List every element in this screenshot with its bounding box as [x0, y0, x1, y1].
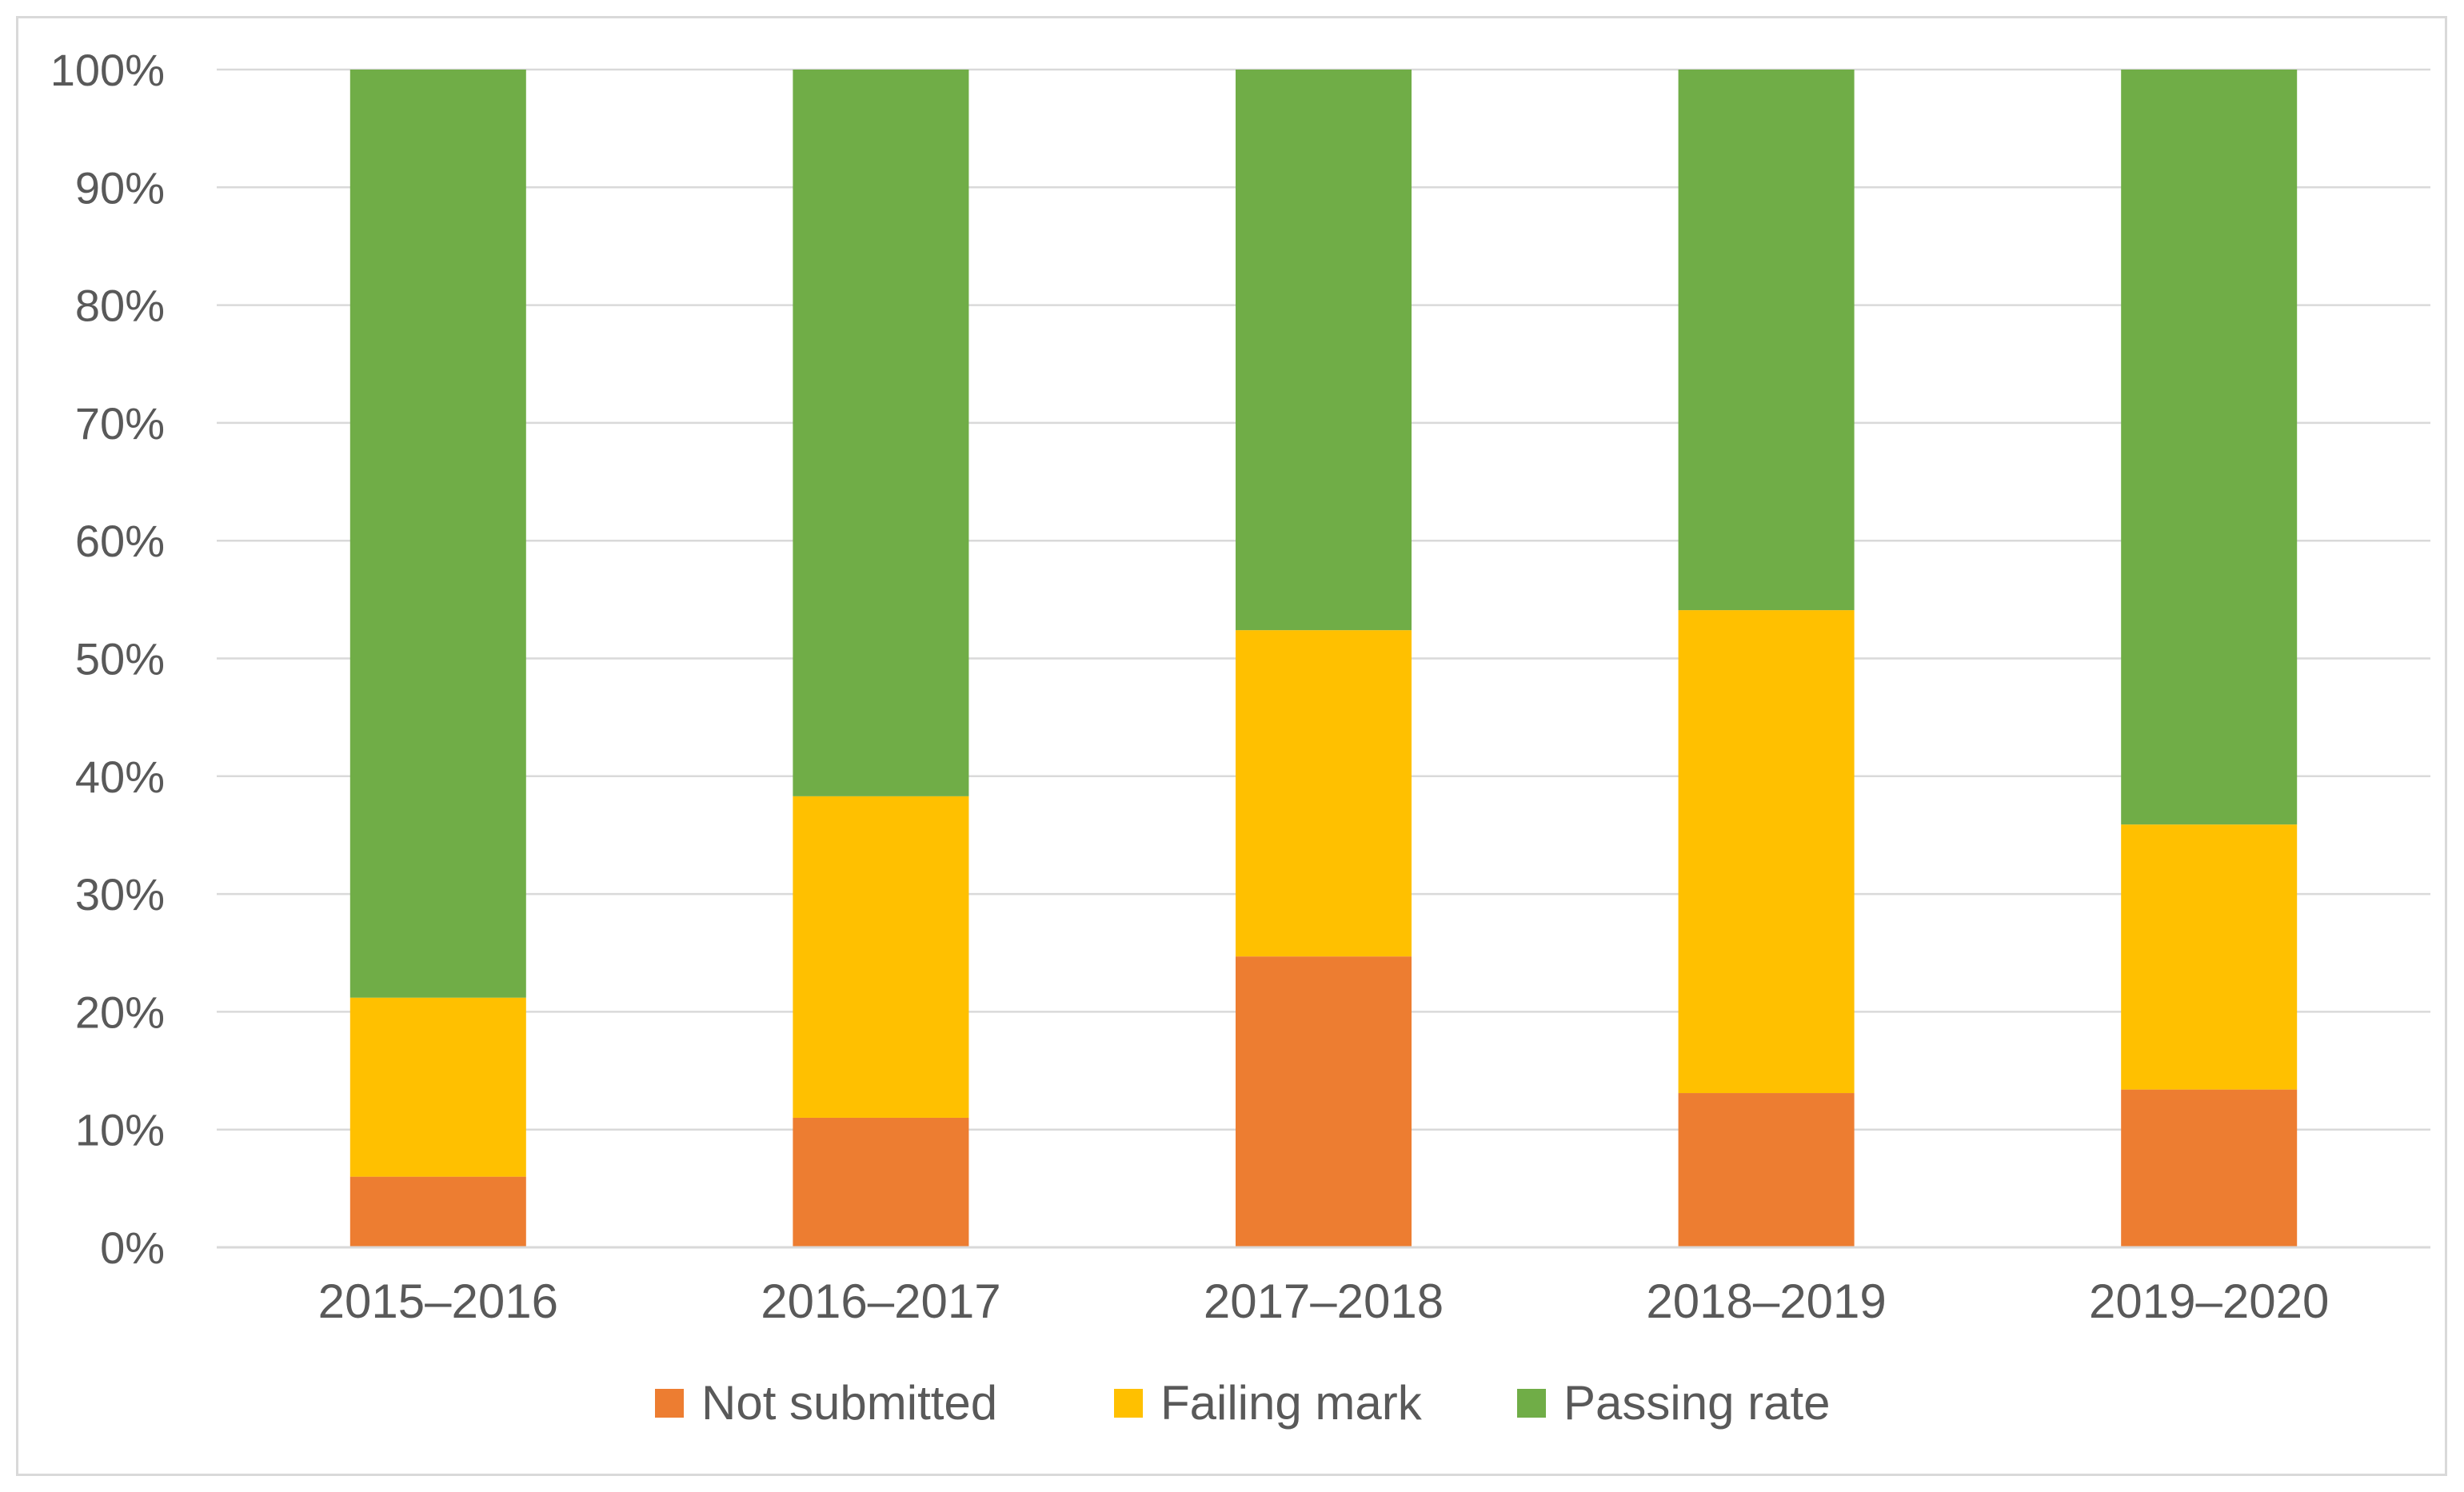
stacked-bar-chart: 0% 10% 20% 30% 40% 50% 60% 70% 80% 90% 100% 2015–2…: [50, 45, 2430, 1430]
x-tick-label: 2017–2018: [1204, 1275, 1444, 1328]
bar-segment-failing-mark: [1678, 610, 1855, 1094]
y-tick-label: 70%: [75, 398, 165, 449]
bar-segment-not-submitted: [1236, 956, 1412, 1247]
y-axis-ticks: 0% 10% 20% 30% 40% 50% 60% 70% 80% 90% 100%: [50, 45, 165, 1273]
y-tick-label: 0%: [100, 1223, 165, 1273]
bar-segment-failing-mark: [793, 796, 969, 1118]
y-tick-label: 60%: [75, 516, 165, 566]
y-tick-label: 90%: [75, 162, 165, 213]
bar-segment-passing-rate: [1678, 70, 1855, 611]
y-tick-label: 50%: [75, 634, 165, 684]
y-tick-label: 20%: [75, 987, 165, 1037]
legend-label: Passing rate: [1563, 1376, 1831, 1430]
y-tick-label: 30%: [75, 869, 165, 920]
y-tick-label: 100%: [50, 45, 165, 95]
bar-segment-failing-mark: [2121, 824, 2298, 1090]
legend-label: Failing mark: [1160, 1376, 1423, 1430]
x-tick-label: 2015–2016: [318, 1275, 558, 1328]
x-tick-label: 2019–2020: [2089, 1275, 2329, 1328]
x-tick-label: 2016–2017: [761, 1275, 1000, 1328]
legend: Not submitted Failing mark Passing rate: [655, 1376, 1831, 1430]
bar-segment-failing-mark: [349, 997, 526, 1177]
bars: [349, 70, 2298, 1247]
legend-swatch-not-submitted: [655, 1389, 684, 1418]
bar-segment-passing-rate: [2121, 70, 2298, 825]
bar-segment-failing-mark: [1236, 630, 1412, 957]
legend-label: Not submitted: [701, 1376, 997, 1430]
x-tick-label: 2018–2019: [1646, 1275, 1886, 1328]
y-tick-label: 40%: [75, 752, 165, 802]
bar-segment-not-submitted: [2121, 1089, 2298, 1247]
bar-segment-not-submitted: [349, 1176, 526, 1247]
chart-frame: 0% 10% 20% 30% 40% 50% 60% 70% 80% 90% 100% 2015–2…: [16, 16, 2447, 1476]
bar-segment-not-submitted: [1678, 1093, 1855, 1247]
y-tick-label: 10%: [75, 1105, 165, 1155]
legend-swatch-failing-mark: [1114, 1389, 1143, 1418]
bar-segment-passing-rate: [793, 70, 969, 796]
bar-segment-passing-rate: [349, 70, 526, 998]
bar-segment-passing-rate: [1236, 70, 1412, 631]
bar-segment-not-submitted: [793, 1117, 969, 1247]
y-tick-label: 80%: [75, 281, 165, 331]
x-axis-ticks: 2015–2016 2016–2017 2017–2018 2018–2019 2019…: [318, 1275, 2330, 1328]
legend-swatch-passing-rate: [1517, 1389, 1546, 1418]
